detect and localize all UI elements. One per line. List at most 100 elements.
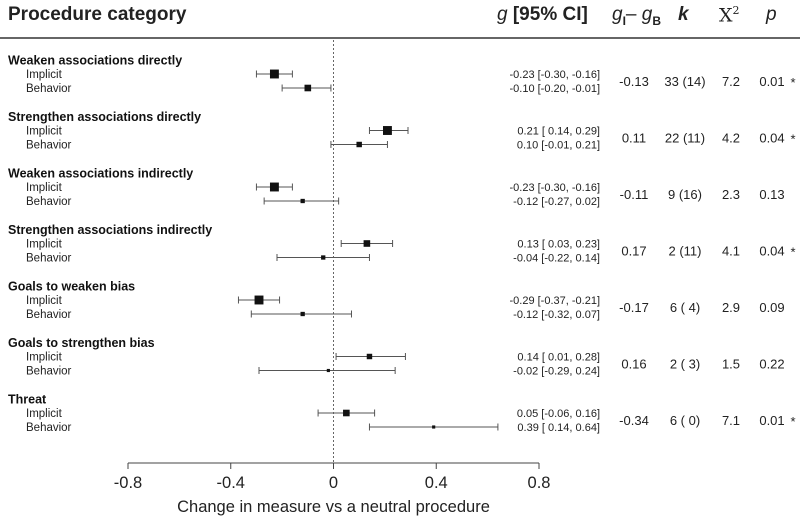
point-estimate bbox=[363, 240, 371, 247]
ci-text: 0.10 [-0.01, 0.21] bbox=[517, 140, 600, 152]
implicit-subscript: I bbox=[622, 13, 626, 28]
ci-text: -0.04 [-0.22, 0.14] bbox=[513, 253, 600, 265]
significance-star: * bbox=[790, 75, 795, 90]
category-column-header: Procedure category bbox=[8, 4, 187, 25]
group-title: Weaken associations directly bbox=[8, 54, 182, 68]
x-tick-label: -0.8 bbox=[114, 474, 142, 492]
chi-symbol: X bbox=[719, 4, 733, 27]
chi-square-value: 2.9 bbox=[722, 300, 740, 315]
significance-star: * bbox=[790, 132, 795, 147]
chi-square-value: 1.5 bbox=[722, 357, 740, 372]
k-value: 33 (14) bbox=[664, 74, 705, 89]
ci-text: -0.29 [-0.37, -0.21] bbox=[510, 295, 601, 307]
point-estimate bbox=[269, 182, 279, 192]
point-estimate bbox=[366, 353, 373, 360]
ci-text: 0.21 [ 0.14, 0.29] bbox=[517, 126, 600, 138]
point-estimate bbox=[300, 198, 305, 204]
point-estimate bbox=[356, 141, 362, 148]
ci-text: -0.12 [-0.27, 0.02] bbox=[513, 196, 600, 208]
ci-text: -0.23 [-0.30, -0.16] bbox=[510, 182, 601, 194]
difference-value: -0.13 bbox=[619, 74, 649, 89]
x-tick-label: 0 bbox=[329, 474, 338, 492]
x-tick-label: 0.4 bbox=[425, 474, 448, 492]
p-value: 0.01 bbox=[759, 74, 784, 89]
row-label: Implicit bbox=[26, 295, 63, 307]
ci-text: -0.10 [-0.20, -0.01] bbox=[510, 83, 601, 95]
group-title: Threat bbox=[8, 393, 47, 407]
difference-value: 0.17 bbox=[621, 244, 646, 259]
k-value: 22 (11) bbox=[665, 131, 705, 146]
point-estimate bbox=[269, 69, 279, 79]
group-title: Goals to weaken bias bbox=[8, 280, 135, 294]
behavior-subscript: B bbox=[652, 13, 662, 28]
effect-size-column-header: g [95% CI] bbox=[497, 4, 588, 26]
g-implicit-symbol: g bbox=[612, 4, 623, 25]
ci-text: -0.12 [-0.32, 0.07] bbox=[513, 309, 600, 321]
p-column-header: p bbox=[766, 4, 777, 25]
row-label: Implicit bbox=[26, 182, 63, 194]
group-title: Weaken associations indirectly bbox=[8, 167, 193, 181]
ci-text: -0.23 [-0.30, -0.16] bbox=[510, 69, 601, 81]
x-tick-label: -0.4 bbox=[217, 474, 245, 492]
difference-value: 0.11 bbox=[622, 131, 646, 146]
x-axis-label: Change in measure vs a neutral procedure bbox=[177, 498, 490, 516]
significance-star: * bbox=[790, 245, 795, 260]
chi-square-value: 7.1 bbox=[722, 413, 740, 428]
row-label: Implicit bbox=[26, 408, 63, 420]
k-value: 6 ( 4) bbox=[670, 300, 700, 315]
g-symbol: g bbox=[497, 4, 508, 25]
k-value: 9 (16) bbox=[668, 187, 702, 202]
row-label: Implicit bbox=[26, 69, 63, 81]
difference-value: 0.16 bbox=[621, 357, 646, 372]
row-label: Behavior bbox=[26, 366, 72, 378]
ci-text: 0.13 [ 0.03, 0.23] bbox=[517, 239, 600, 251]
row-label: Behavior bbox=[26, 83, 72, 95]
chi-square-column-header: X2 bbox=[719, 4, 740, 26]
point-estimate bbox=[326, 368, 330, 373]
minus-sign: – bbox=[625, 4, 642, 25]
row-label: Implicit bbox=[26, 126, 63, 138]
row-label: Implicit bbox=[26, 352, 63, 364]
significance-star: * bbox=[790, 414, 795, 429]
x-axis: -0.8 -0.4 0 0.4 0.8 Change in measure vs a ne… bbox=[114, 462, 551, 516]
chi-square-value: 2.3 bbox=[722, 187, 740, 202]
p-value: 0.22 bbox=[759, 357, 784, 372]
k-column-header: k bbox=[678, 4, 689, 25]
row-label: Behavior bbox=[26, 140, 72, 152]
point-estimate bbox=[382, 126, 392, 135]
difference-value: -0.17 bbox=[619, 300, 649, 315]
row-label: Behavior bbox=[26, 253, 72, 265]
k-value: 2 ( 3) bbox=[670, 357, 700, 372]
k-value: 6 ( 0) bbox=[670, 413, 700, 428]
chi-square-value: 4.2 bbox=[722, 131, 740, 146]
row-label: Behavior bbox=[26, 309, 72, 321]
group-title: Goals to strengthen bias bbox=[8, 336, 155, 350]
point-estimate bbox=[321, 255, 326, 260]
p-value: 0.04 bbox=[759, 244, 784, 259]
ci-text: -0.02 [-0.29, 0.24] bbox=[513, 366, 600, 378]
point-estimate bbox=[300, 311, 305, 317]
p-value: 0.04 bbox=[759, 131, 784, 146]
ci-text: 0.05 [-0.06, 0.16] bbox=[517, 408, 600, 420]
chi-square-value: 4.1 bbox=[722, 244, 740, 259]
group-title: Strengthen associations directly bbox=[8, 110, 201, 124]
difference-value: -0.34 bbox=[619, 413, 649, 428]
p-value: 0.01 bbox=[759, 413, 784, 428]
x-tick-label: 0.8 bbox=[528, 474, 551, 492]
p-value: 0.09 bbox=[759, 300, 784, 315]
chi-superscript: 2 bbox=[732, 4, 740, 17]
point-estimate bbox=[254, 295, 264, 305]
k-value: 2 (11) bbox=[669, 244, 702, 259]
row-label: Implicit bbox=[26, 239, 63, 251]
ci-text: 0.14 [ 0.01, 0.28] bbox=[517, 352, 600, 364]
difference-value: -0.11 bbox=[620, 187, 649, 202]
p-value: 0.13 bbox=[759, 187, 784, 202]
row-label: Behavior bbox=[26, 422, 72, 434]
group-title: Strengthen associations indirectly bbox=[8, 223, 212, 237]
point-estimate bbox=[432, 425, 436, 429]
chi-square-value: 7.2 bbox=[722, 74, 740, 89]
difference-column-header: gI– gB bbox=[612, 4, 661, 28]
ci-label: [95% CI] bbox=[512, 4, 588, 25]
